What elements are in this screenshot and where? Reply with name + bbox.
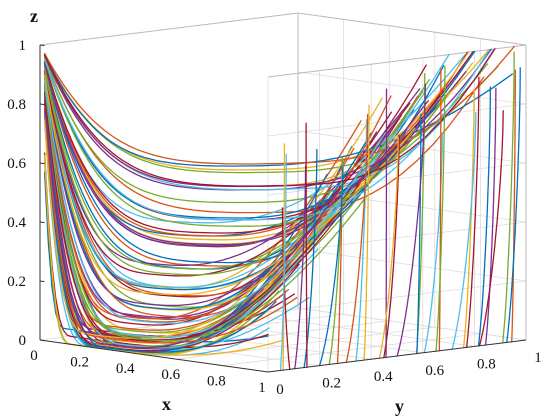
y-tick-label: 0.6 [425, 363, 444, 379]
series-line [43, 86, 362, 320]
series-line [502, 51, 515, 344]
x-tick-label: 1 [258, 380, 266, 396]
z-tick-label: 0.8 [7, 97, 26, 113]
z-tick-mark [39, 44, 45, 47]
series-line [43, 45, 515, 165]
series-line [318, 166, 344, 367]
series-line [43, 72, 389, 288]
x-axis-line [39, 339, 269, 373]
series-line [465, 76, 480, 349]
z-tick-label: 0 [19, 333, 27, 349]
y-tick-label: 0.8 [477, 356, 496, 372]
y-tick-label: 1 [534, 350, 542, 366]
x-tick-label: 0.6 [161, 367, 180, 383]
series-line [43, 70, 411, 277]
grid-line [297, 130, 527, 164]
z-tick-mark [39, 339, 45, 342]
series-line [396, 83, 426, 357]
series-line [43, 82, 343, 319]
series-line [43, 62, 465, 246]
y-axis-label: y [395, 396, 404, 416]
series-line [43, 77, 398, 307]
series-line [383, 134, 400, 359]
series-line [477, 86, 491, 347]
x-tick-label: 0 [30, 348, 38, 364]
z-tick-mark [39, 221, 45, 224]
box-edge [39, 12, 299, 46]
series-line [435, 65, 446, 352]
series-line [511, 69, 516, 343]
series-line [43, 48, 495, 191]
series-line [43, 111, 277, 353]
z-tick-label: 0.2 [7, 274, 26, 290]
z-tick-label: 1 [19, 38, 27, 54]
z-tick-mark [39, 162, 45, 165]
grid-line [297, 71, 527, 105]
series-line [43, 62, 445, 264]
series-layer [43, 45, 521, 372]
y-tick-label: 0.4 [374, 369, 393, 385]
series-line [43, 48, 496, 187]
series-line [355, 119, 368, 362]
series-line [484, 87, 497, 346]
box-edge [267, 44, 527, 78]
series-line [305, 122, 308, 368]
z-tick-label: 0.4 [7, 215, 26, 231]
series-line [43, 82, 355, 323]
series-line [43, 119, 307, 340]
x-axis-label: x [162, 394, 171, 414]
series-line [43, 84, 369, 342]
series-line [43, 58, 450, 227]
grid-line [297, 307, 527, 341]
series-line [43, 89, 342, 349]
series-line [282, 143, 286, 371]
series-line [451, 112, 477, 350]
series-line [462, 88, 475, 349]
series-line [423, 132, 443, 354]
y-tick-label: 0.2 [322, 376, 341, 392]
series-line [43, 53, 514, 167]
grid-line [176, 326, 435, 360]
series-line [43, 75, 372, 310]
x-tick-label: 0.8 [207, 374, 226, 390]
series-line [279, 153, 287, 372]
series-line [43, 62, 429, 247]
series-line [294, 165, 307, 370]
series-line [43, 108, 298, 344]
series-line [43, 48, 492, 188]
series-line [303, 148, 318, 369]
z-axis-label: z [30, 6, 38, 26]
series-line [363, 104, 370, 361]
series-line [506, 67, 521, 344]
series-line [43, 49, 490, 221]
y-axis-line [267, 339, 527, 373]
series-line [43, 56, 489, 204]
series-line [378, 136, 399, 359]
z-tick-mark [39, 103, 45, 106]
series-line [43, 79, 387, 324]
series-line [43, 95, 307, 350]
series-line [43, 74, 416, 296]
box-edge [297, 12, 527, 46]
x-tick-label: 0.4 [116, 361, 135, 377]
z-tick-label: 0.6 [7, 156, 26, 172]
series-line [438, 68, 442, 352]
y-tick-label: 0 [276, 382, 284, 398]
z-tick-mark [39, 280, 45, 283]
series-line [345, 114, 369, 363]
series-line [416, 113, 422, 355]
series-line [43, 50, 476, 219]
axis-layer: 00.20.40.60.810 0.2 0.4 0.6 0.8 1 0 0.2 0.4 0.6 0.… [7, 38, 542, 398]
series-line [478, 110, 504, 347]
x-tick-label: 0.2 [70, 354, 89, 370]
